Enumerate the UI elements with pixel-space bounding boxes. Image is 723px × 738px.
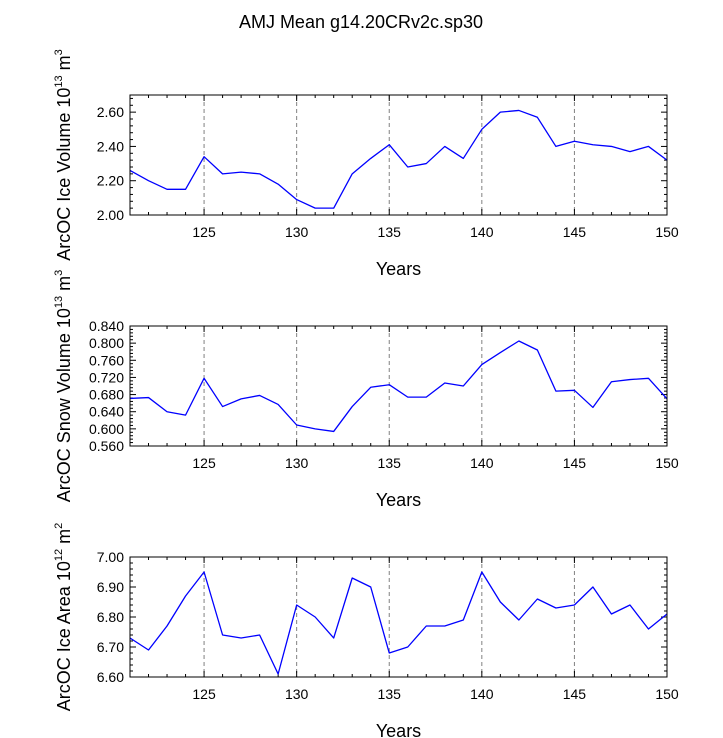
x-tick-label: 145	[563, 224, 587, 240]
x-axis-title: Years	[376, 259, 421, 279]
y-axis-title-superscript: 3	[53, 49, 65, 55]
y-tick-label: 2.20	[97, 173, 124, 189]
x-tick-label: 150	[655, 224, 679, 240]
chart-panel-3: 125 130 135 140 145 150 6.60 6.70 6.80 6.90 7.00 Ye…	[53, 523, 679, 738]
x-tick-label: 130	[285, 455, 309, 471]
y-tick-label: 0.760	[89, 352, 124, 368]
y-tick-label: 6.80	[97, 609, 124, 625]
y-axis-title-text: m	[54, 529, 74, 549]
y-tick-label: 7.00	[97, 549, 124, 565]
y-tick-label: 0.560	[89, 438, 124, 454]
y-axis-title-superscript: 13	[53, 75, 65, 87]
y-tick-label: 0.640	[89, 404, 124, 420]
chart-panel-1: 125 130 135 140 145 150 2.00 2.20 2.40 2.60 Years A…	[53, 49, 679, 279]
plot-frame	[129, 556, 668, 678]
x-tick-label: 125	[192, 455, 216, 471]
y-tick-label: 0.840	[89, 318, 124, 334]
y-tick-label: 0.800	[89, 335, 124, 351]
x-tick-label: 125	[192, 224, 216, 240]
y-tick-label: 2.40	[97, 138, 124, 154]
x-tick-label: 140	[470, 686, 494, 702]
series-line	[129, 340, 668, 433]
x-tick-label: 150	[655, 455, 679, 471]
y-axis-title-superscript: 3	[53, 270, 65, 276]
y-axis-title-superscript: 12	[53, 549, 65, 561]
y-axis-title-text: m	[54, 55, 74, 75]
x-tick-label: 135	[378, 455, 402, 471]
y-axis-title-text: ArcOC Snow Volume 10	[54, 308, 74, 502]
y-axis-title: ArcOC Ice Area 1012 m2	[53, 523, 74, 711]
y-tick-label: 2.60	[97, 104, 124, 120]
x-axis-title: Years	[376, 721, 421, 738]
x-tick-label: 125	[192, 686, 216, 702]
y-tick-label: 0.720	[89, 369, 124, 385]
plot-frame	[129, 94, 668, 216]
y-tick-label: 2.00	[97, 207, 124, 223]
y-axis-title: ArcOC Snow Volume 1013 m3	[53, 270, 74, 502]
x-tick-label: 140	[470, 224, 494, 240]
y-tick-label: 0.680	[89, 387, 124, 403]
x-tick-label: 145	[563, 455, 587, 471]
y-tick-label: 6.60	[97, 669, 124, 685]
x-tick-label: 145	[563, 686, 587, 702]
x-tick-label: 140	[470, 455, 494, 471]
x-tick-label: 150	[655, 686, 679, 702]
series-line	[129, 109, 668, 209]
y-tick-label: 0.600	[89, 421, 124, 437]
y-axis-title-text: ArcOC Ice Area 10	[54, 561, 74, 711]
x-tick-label: 130	[285, 224, 309, 240]
y-tick-label: 6.70	[97, 639, 124, 655]
x-axis-title: Years	[376, 490, 421, 510]
y-axis-title-text: m	[54, 276, 74, 296]
y-axis-title-text: ArcOC Ice Volume 10	[54, 88, 74, 261]
x-tick-label: 135	[378, 686, 402, 702]
x-tick-label: 135	[378, 224, 402, 240]
series-line	[129, 571, 668, 675]
x-tick-label: 130	[285, 686, 309, 702]
chart-title: AMJ Mean g14.20CRv2c.sp30	[239, 12, 483, 32]
y-axis-title: ArcOC Ice Volume 1013 m3	[53, 49, 74, 260]
plot-frame	[129, 325, 668, 447]
y-axis-title-superscript: 2	[53, 523, 65, 529]
y-tick-label: 6.90	[97, 579, 124, 595]
y-axis-title-superscript: 13	[53, 296, 65, 308]
